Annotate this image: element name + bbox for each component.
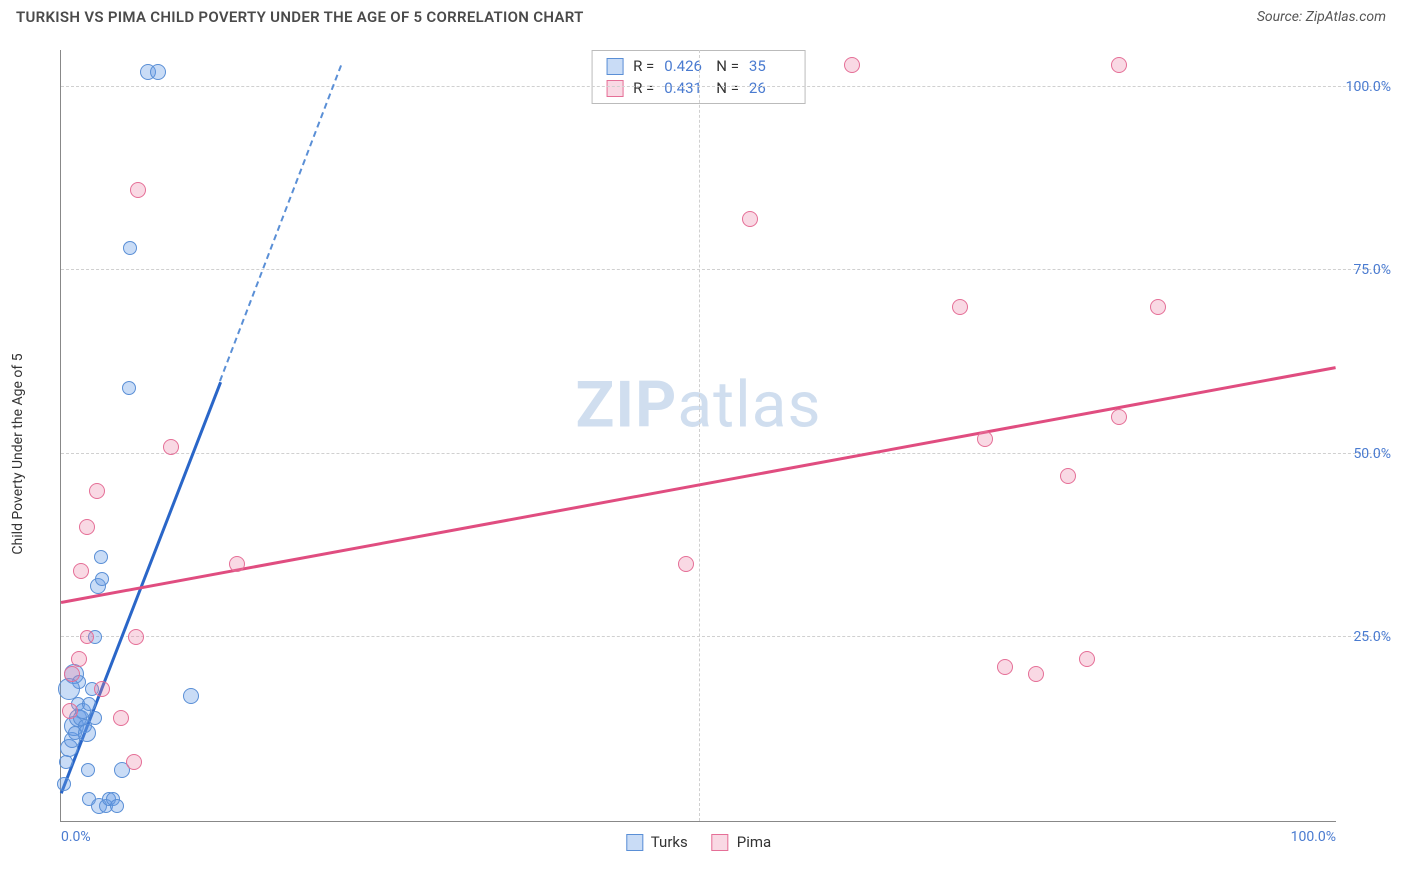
data-point bbox=[1060, 468, 1076, 484]
data-point bbox=[62, 703, 78, 719]
data-point bbox=[89, 483, 105, 499]
data-point bbox=[95, 572, 109, 586]
data-point bbox=[64, 666, 80, 682]
data-point bbox=[678, 556, 694, 572]
data-point bbox=[57, 777, 71, 791]
legend-series-name: Pima bbox=[737, 833, 771, 851]
data-point bbox=[81, 763, 95, 777]
legend-item: Pima bbox=[712, 833, 771, 851]
data-point bbox=[82, 697, 96, 711]
y-tick-label: 75.0% bbox=[1336, 262, 1391, 278]
legend-swatch bbox=[712, 834, 729, 851]
legend-swatch bbox=[606, 58, 623, 75]
trendline-extrapolated bbox=[219, 65, 342, 381]
source-label: Source: ZipAtlas.com bbox=[1257, 9, 1386, 25]
data-point bbox=[1111, 409, 1127, 425]
n-value: 26 bbox=[749, 79, 791, 97]
data-point bbox=[1150, 299, 1166, 315]
n-label: N = bbox=[716, 79, 739, 97]
gridline-h bbox=[61, 453, 1386, 454]
data-point bbox=[126, 754, 142, 770]
data-point bbox=[122, 381, 136, 395]
data-point bbox=[1028, 666, 1044, 682]
gridline-h bbox=[61, 86, 1386, 87]
n-value: 35 bbox=[749, 57, 791, 75]
r-value: 0.431 bbox=[664, 79, 706, 97]
chart-container: Child Poverty Under the Age of 5 ZIPatla… bbox=[30, 40, 1396, 852]
gridline-h bbox=[61, 636, 1386, 637]
r-label: R = bbox=[633, 57, 654, 75]
data-point bbox=[742, 211, 758, 227]
y-tick-label: 50.0% bbox=[1336, 446, 1391, 462]
data-point bbox=[123, 241, 137, 255]
data-point bbox=[94, 550, 108, 564]
y-tick-label: 100.0% bbox=[1336, 79, 1391, 95]
y-tick-label: 25.0% bbox=[1336, 629, 1391, 645]
data-point bbox=[88, 711, 102, 725]
r-value: 0.426 bbox=[664, 57, 706, 75]
data-point bbox=[183, 688, 199, 704]
plot-area: ZIPatlas R =0.426N =35R =0.431N =26 Turk… bbox=[60, 50, 1336, 822]
legend-swatch bbox=[626, 834, 643, 851]
data-point bbox=[128, 629, 144, 645]
data-point bbox=[80, 630, 94, 644]
legend-item: Turks bbox=[626, 833, 688, 851]
x-tick-label: 100.0% bbox=[1291, 829, 1336, 845]
x-tick-label: 0.0% bbox=[61, 829, 91, 845]
r-label: R = bbox=[633, 79, 654, 97]
gridline-h bbox=[61, 269, 1386, 270]
data-point bbox=[844, 57, 860, 73]
data-point bbox=[94, 681, 110, 697]
data-point bbox=[1079, 651, 1095, 667]
data-point bbox=[997, 659, 1013, 675]
data-point bbox=[79, 519, 95, 535]
data-point bbox=[130, 182, 146, 198]
y-axis-label: Child Poverty Under the Age of 5 bbox=[10, 353, 26, 554]
data-point bbox=[71, 651, 87, 667]
legend-swatch bbox=[606, 80, 623, 97]
data-point bbox=[113, 710, 129, 726]
data-point bbox=[78, 724, 96, 742]
data-point bbox=[952, 299, 968, 315]
chart-title: TURKISH VS PIMA CHILD POVERTY UNDER THE … bbox=[16, 8, 584, 26]
legend-series-name: Turks bbox=[651, 833, 688, 851]
gridline-v bbox=[699, 50, 700, 821]
data-point bbox=[163, 439, 179, 455]
n-label: N = bbox=[716, 57, 739, 75]
data-point bbox=[59, 755, 73, 769]
data-point bbox=[110, 799, 124, 813]
data-point bbox=[977, 431, 993, 447]
data-point bbox=[229, 556, 245, 572]
data-point bbox=[1111, 57, 1127, 73]
data-point bbox=[150, 64, 166, 80]
data-point bbox=[73, 563, 89, 579]
series-legend: Turks Pima bbox=[626, 833, 771, 851]
